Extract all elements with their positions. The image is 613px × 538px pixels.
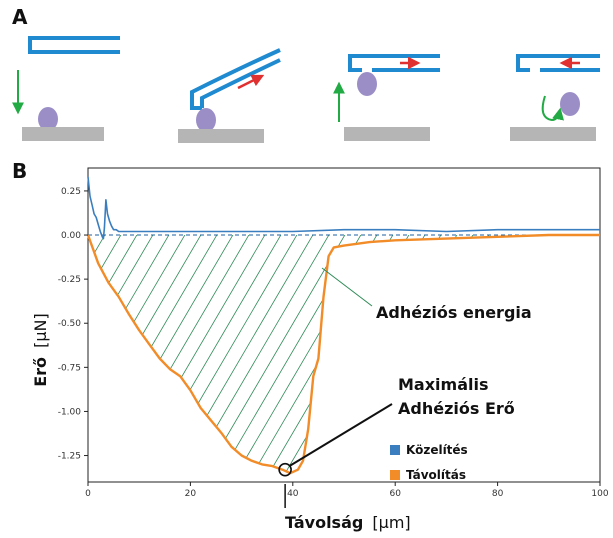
max-force-label-line1: Maximális [398, 375, 488, 394]
cantilever [516, 54, 600, 72]
legend: Közelítés Távolítás [390, 443, 468, 482]
y-tick-label: 0.00 [61, 231, 81, 241]
hatch-line [519, 235, 600, 474]
cantilever [28, 36, 120, 54]
schematic-step-retract [333, 54, 440, 141]
cell [560, 92, 580, 116]
y-tick-label: -0.25 [58, 275, 81, 285]
y-tick-label: -1.25 [58, 452, 81, 462]
curved-arrow-icon [541, 95, 564, 122]
hatch-line [535, 235, 600, 474]
hatch-line [88, 235, 127, 474]
cantilever [348, 54, 440, 72]
hatch-line [183, 235, 335, 474]
cell [357, 72, 377, 96]
legend-label-retract: Távolítás [406, 468, 466, 482]
hatch-line [88, 235, 159, 474]
y-tick-label: -1.00 [58, 407, 82, 417]
hatch-line [88, 235, 239, 474]
x-axis-title: Távolság [μm] [285, 513, 411, 532]
max-force-label-line2: Adhéziós Erő [398, 399, 515, 418]
y-axis: 0.25 0.00 -0.25 -0.50 -0.75 -1.00 -1.25 [58, 187, 88, 462]
hatch-line [167, 235, 319, 474]
schematic-step-detach [510, 54, 600, 141]
x-tick-label: 20 [185, 489, 197, 499]
schematic-step-approach [12, 36, 120, 141]
y-tick-label: 0.25 [61, 187, 81, 197]
hatch-line [583, 235, 600, 474]
hatch-line [247, 235, 399, 474]
force-distance-chart: 0.25 0.00 -0.25 -0.50 -0.75 -1.00 -1.25 0 20 40 6… [0, 167, 609, 532]
adhesion-energy-label: Adhéziós energia [376, 303, 532, 322]
hatch-line [551, 235, 600, 474]
x-tick-label: 100 [591, 489, 608, 499]
schematic-step-contact [178, 48, 281, 143]
bent-cantilever [190, 48, 281, 110]
substrate [344, 127, 430, 141]
y-axis-title: Erő [μN] [31, 313, 50, 387]
cell [38, 107, 58, 131]
series-layer [86, 176, 600, 475]
hatch-line [471, 235, 600, 474]
legend-swatch-approach [390, 445, 400, 455]
substrate [510, 127, 596, 141]
hatch-line [263, 235, 415, 474]
y-tick-label: -0.75 [58, 363, 81, 373]
energy-leader-line [321, 267, 373, 307]
hatch-line [88, 235, 191, 474]
hatch-line [0, 226, 14, 482]
plot-frame [87, 167, 601, 483]
x-tick-label: 80 [492, 489, 504, 499]
x-tick-label: 40 [287, 489, 299, 499]
hatch-line [215, 235, 367, 474]
hatch-line [119, 235, 271, 474]
hatch-line [567, 235, 600, 474]
hatch-line [103, 235, 255, 474]
series-line-retract [86, 233, 600, 475]
substrate [22, 127, 104, 141]
hatch-line [135, 235, 287, 474]
series-line-approach [87, 176, 600, 240]
hatch-line [0, 226, 30, 482]
hatch-line [88, 235, 143, 474]
panel-a-label: A [12, 5, 28, 29]
hatch-line [599, 235, 600, 474]
hatch-line [88, 235, 111, 474]
x-tick-label: 60 [389, 489, 401, 499]
hatch-line [487, 235, 600, 474]
substrate [178, 129, 264, 143]
hatch-line [151, 235, 303, 474]
hatch-line [455, 235, 600, 474]
hatch-line [503, 235, 600, 474]
x-tick-label: 0 [85, 489, 91, 499]
hatch-line [88, 235, 223, 474]
max-force-marker [278, 462, 292, 477]
panel-b-label: B [12, 159, 27, 183]
x-axis: 0 20 40 60 80 100 [85, 482, 609, 499]
cell [196, 108, 216, 132]
max-force-leader-line [289, 403, 393, 467]
legend-label-approach: Közelítés [406, 443, 468, 457]
force-arrow-icon [237, 74, 265, 90]
legend-swatch-retract [390, 470, 400, 480]
hatch-line [88, 235, 207, 474]
y-tick-label: -0.50 [58, 319, 82, 329]
